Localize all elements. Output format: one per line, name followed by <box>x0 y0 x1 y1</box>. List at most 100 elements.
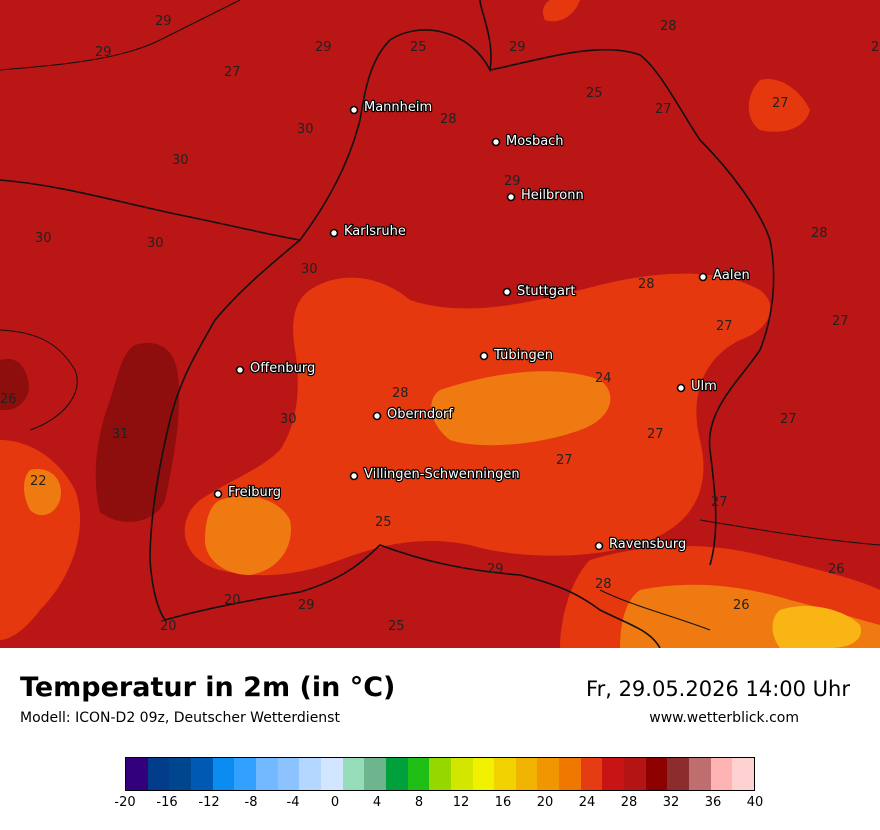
legend-tick-label: -8 <box>244 795 258 810</box>
temp-value: 29 <box>509 40 526 55</box>
city-label-oberndorf: Oberndorf <box>387 407 453 422</box>
temp-value: 29 <box>298 598 315 613</box>
legend-tick-label: -4 <box>286 795 300 810</box>
temp-value: 27 <box>772 96 789 111</box>
map-title: Temperatur in 2m (in °C) <box>20 672 396 703</box>
border-south <box>164 544 661 648</box>
mild-zone-alb <box>431 371 611 446</box>
temp-value: 28 <box>543 287 560 302</box>
city-label-tuebingen: Tübingen <box>493 348 553 363</box>
city-label-karlsruhe: Karlsruhe <box>344 224 406 239</box>
model-info: Modell: ICON-D2 09z, Deutscher Wetterdie… <box>20 710 340 726</box>
city-label-offenburg: Offenburg <box>250 361 315 376</box>
temp-value: 28 <box>440 112 457 127</box>
legend-swatch <box>147 758 170 790</box>
city-dot[interactable] <box>502 287 512 297</box>
legend-swatch <box>212 758 235 790</box>
forecast-datetime: Fr, 29.05.2026 14:00 Uhr <box>586 677 850 701</box>
legend-tick-label: 12 <box>452 795 470 810</box>
temperature-values: 29 29 29 25 29 28 27 30 30 30 30 25 27 2… <box>0 14 880 634</box>
border-line <box>0 0 241 71</box>
city-markers: Mannheim Mosbach Heilbronn Karlsruhe Stu… <box>213 99 751 553</box>
legend-swatch <box>126 758 148 790</box>
state-border-north <box>0 0 492 241</box>
city-dot[interactable] <box>213 489 223 499</box>
website-link[interactable]: www.wetterblick.com <box>649 710 799 726</box>
legend-swatch <box>169 758 191 790</box>
hot-zone-west-edge <box>0 358 29 410</box>
legend-tick-label: -20 <box>114 795 136 810</box>
legend-swatch <box>450 758 473 790</box>
legend-swatch <box>407 758 430 790</box>
temp-value: 27 <box>655 102 672 117</box>
rhine-border <box>149 239 301 621</box>
temp-value: 27 <box>224 65 241 80</box>
temp-value: 27 <box>780 412 797 427</box>
temp-value: 25 <box>586 86 603 101</box>
temperature-map[interactable]: 29 29 29 25 29 28 27 30 30 30 30 25 27 2… <box>0 0 880 648</box>
legend-swatch <box>602 758 625 790</box>
warm-zone-north <box>542 0 580 22</box>
legend-tick-label: 4 <box>372 795 382 810</box>
temp-value: 28 <box>595 577 612 592</box>
temp-value: 24 <box>595 371 612 386</box>
city-dot[interactable] <box>329 228 339 238</box>
border-line-southeast <box>699 519 880 546</box>
city-dot[interactable] <box>698 272 708 282</box>
temp-value: 28 <box>392 386 409 401</box>
temp-value: 27 <box>556 453 573 468</box>
legend-swatch <box>494 758 516 790</box>
legend-swatch <box>472 758 495 790</box>
temp-value: 26 <box>733 598 750 613</box>
city-dot[interactable] <box>349 105 359 115</box>
legend-swatch <box>190 758 213 790</box>
legend-swatch <box>537 758 560 790</box>
temp-value: 22 <box>30 474 47 489</box>
legend-tick-label: -16 <box>156 795 178 810</box>
city-label-ulm: Ulm <box>691 379 717 394</box>
legend-swatch <box>429 758 451 790</box>
color-legend <box>125 757 755 791</box>
mild-zone-blackforest <box>205 496 291 575</box>
temp-value: 30 <box>147 236 164 251</box>
temp-value: 27 <box>716 319 733 334</box>
legend-tick-label: 36 <box>704 795 722 810</box>
legend-swatch <box>277 758 300 790</box>
legend-tick-label: 28 <box>620 795 638 810</box>
city-label-ravensburg: Ravensburg <box>609 537 686 552</box>
temp-value: 29 <box>504 174 521 189</box>
temp-value: 29 <box>95 45 112 60</box>
temp-value: 30 <box>172 153 189 168</box>
temp-value: 30 <box>297 122 314 137</box>
temp-value: 27 <box>711 495 728 510</box>
legend-tick-label: 24 <box>578 795 596 810</box>
city-dot[interactable] <box>235 365 245 375</box>
legend-swatch <box>364 758 386 790</box>
city-label-mosbach: Mosbach <box>506 134 564 149</box>
border-line-west <box>0 329 78 431</box>
temp-value: 20 <box>160 619 177 634</box>
city-dot[interactable] <box>479 351 489 361</box>
legend-swatch <box>320 758 343 790</box>
city-dot[interactable] <box>676 383 686 393</box>
temp-value: 26 <box>0 392 17 407</box>
legend-swatch <box>255 758 278 790</box>
city-dot[interactable] <box>349 471 359 481</box>
map-footer: Temperatur in 2m (in °C) Modell: ICON-D2… <box>0 648 880 830</box>
legend-swatch <box>299 758 321 790</box>
city-dot[interactable] <box>506 192 516 202</box>
city-dot[interactable] <box>372 411 382 421</box>
state-border-east <box>489 48 775 566</box>
temp-value: 28 <box>660 19 677 34</box>
temp-value: 29 <box>155 14 172 29</box>
temp-value: 28 <box>871 40 880 55</box>
city-dot[interactable] <box>491 137 501 147</box>
legend-tick-label: 16 <box>494 795 512 810</box>
legend-tick-label: 0 <box>330 795 340 810</box>
city-label-villingen-schwenningen: Villingen-Schwenningen <box>364 467 520 482</box>
legend-ticks: -20 -16 -12 -8 -4 0 4 8 12 16 20 24 28 32 36 40 <box>0 795 880 815</box>
legend-tick-label: -12 <box>198 795 220 810</box>
city-dot[interactable] <box>594 541 604 551</box>
legend-swatch <box>689 758 711 790</box>
legend-swatch <box>342 758 365 790</box>
